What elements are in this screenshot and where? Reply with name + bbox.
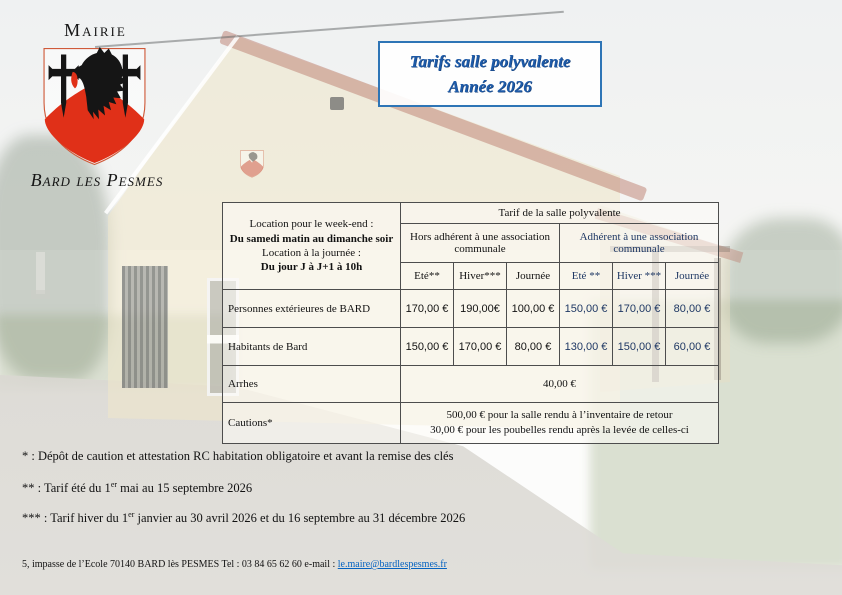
table-row: Arrhes 40,00 € — [222, 365, 720, 403]
price-cell: 170,00 € — [612, 289, 666, 328]
corner-line1: Location pour le week-end : — [249, 218, 374, 231]
org-name: Mairie — [64, 20, 127, 40]
footnote-caution: * : Dépôt de caution et attestation RC h… — [22, 449, 454, 463]
price-cell: 170,00 € — [453, 327, 507, 366]
title-line2: Année 2026 — [448, 77, 532, 96]
group-header-non-member: Hors adhérent à une association communal… — [400, 223, 560, 263]
price-cell: 150,00 € — [559, 289, 613, 328]
row-label-exterieurs: Personnes extérieures de BARD — [222, 289, 401, 328]
sub-header-hiver: Hiver*** — [453, 262, 507, 290]
cautions-cell: 500,00 € pour la salle rendu à l’inventa… — [399, 402, 720, 444]
page-footer: 5, impasse de l’Ecole 70140 BARD lès PES… — [22, 559, 447, 570]
arrhes-value: 40,00 € — [399, 365, 720, 403]
corner-line3: Location à la journée : — [262, 247, 361, 259]
corner-line4: Du jour J à J+1 à 10h — [260, 261, 363, 274]
table-row: Habitants de Bard 150,00 € 170,00 € 80,0… — [222, 327, 720, 366]
sub-header-journee-member: Journée — [664, 262, 720, 290]
cautions-line1: 500,00 € pour la salle rendu à l’inventa… — [446, 408, 673, 421]
shield-wolf-head — [69, 47, 128, 120]
photo-trees-right — [722, 218, 842, 343]
title-box: Tarifs salle polyvalente Année 2026 — [378, 41, 602, 107]
sub-header-ete: Eté** — [400, 262, 454, 290]
price-cell: 60,00 € — [664, 327, 720, 366]
price-cell: 190,00€ — [453, 289, 507, 328]
photo-wall-shield — [240, 150, 264, 178]
sub-header-hiver-member: Hiver *** — [612, 262, 666, 290]
row-label-cautions: Cautions* — [222, 402, 401, 444]
cautions-line2: 30,00 € pour les poubelles rendu après l… — [430, 424, 689, 436]
price-cell: 100,00 € — [506, 289, 560, 328]
photo-monument — [36, 252, 45, 294]
row-label-habitants: Habitants de Bard — [222, 327, 401, 366]
commune-name: Bard les Pesmes — [30, 170, 164, 190]
price-cell: 130,00 € — [559, 327, 613, 366]
price-cell: 150,00 € — [612, 327, 666, 366]
footnote-summer: ** : Tarif été du 1er mai au 15 septembr… — [22, 480, 253, 496]
footer-email-link[interactable]: le.maire@bardlespesmes.fr — [337, 559, 447, 570]
shield-wolf-tongue — [71, 71, 78, 89]
footnote-winter: *** : Tarif hiver du 1er janvier au 30 a… — [22, 510, 466, 526]
table-row: Personnes extérieures de BARD 170,00 € 1… — [222, 289, 720, 328]
price-cell: 80,00 € — [664, 289, 720, 328]
footer-address: 5, impasse de l’Ecole 70140 BARD lès PES… — [22, 559, 338, 570]
sub-header-ete-member: Eté ** — [559, 262, 613, 290]
photo-wall-lamp — [330, 97, 344, 110]
price-cell: 170,00 € — [400, 289, 454, 328]
photo-trees-left — [0, 135, 111, 380]
photo-garage-door — [122, 266, 168, 388]
sub-header-journee: Journée — [506, 262, 560, 290]
title-line1: Tarifs salle polyvalente — [409, 51, 571, 71]
shield-red-mount — [44, 88, 145, 163]
table-main-header: Tarif de la salle polyvalente — [399, 202, 720, 224]
group-header-member: Adhérent à une association communale — [558, 223, 720, 263]
row-label-arrhes: Arrhes — [222, 365, 401, 403]
table-corner-cell: Location pour le week-end : Du samedi ma… — [222, 202, 401, 290]
coat-of-arms — [43, 47, 146, 166]
photo-monument-base — [31, 290, 50, 299]
corner-line2: Du samedi matin au dimanche soir — [229, 232, 394, 245]
table-row: Cautions* 500,00 € pour la salle rendu à… — [222, 402, 720, 444]
price-cell: 80,00 € — [506, 327, 560, 366]
tariff-table: Location pour le week-end : Du samedi ma… — [222, 202, 720, 444]
price-cell: 150,00 € — [400, 327, 454, 366]
